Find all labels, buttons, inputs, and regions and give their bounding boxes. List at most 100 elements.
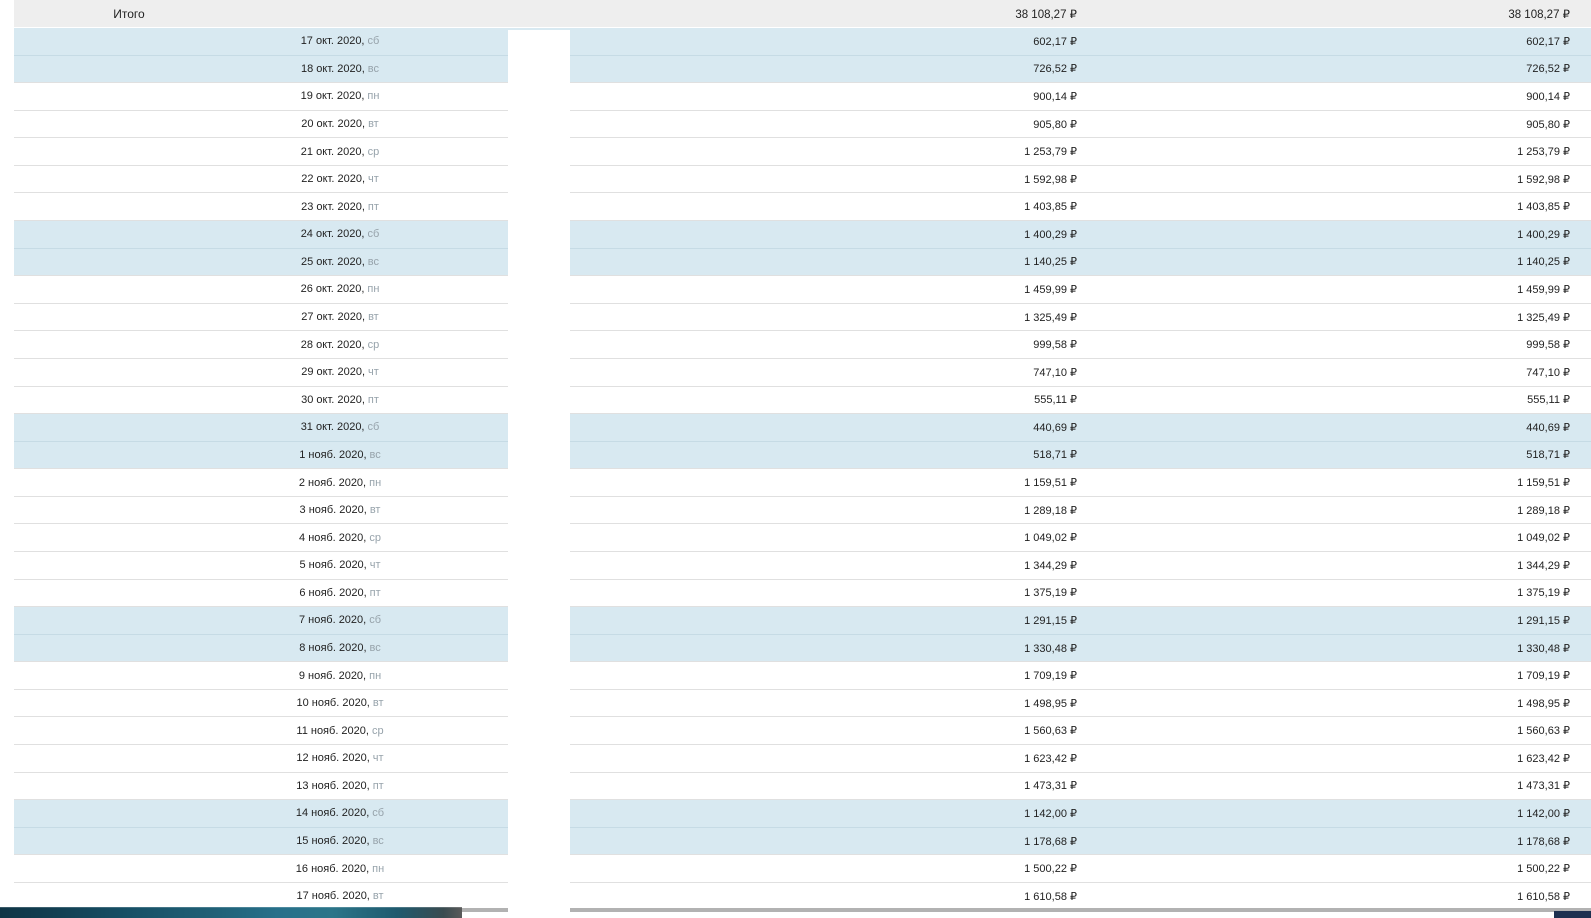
table-row: 15 нояб. 2020, вс 1 178,68 ₽ 1 178,68 ₽ [14,826,1591,855]
date-cell: 26 окт. 2020, пн [160,276,520,303]
cost-value: 1 178,68 ₽ [1024,835,1077,848]
cost-total-value: 1 178,68 ₽ [1517,835,1570,848]
weekday-label: вт [368,311,379,324]
weekday-label: ср [367,338,380,351]
date-cell: 5 нояб. 2020, чт [160,552,520,579]
cost-value: 1 140,25 ₽ [1024,256,1077,269]
cost-value: 1 500,22 ₽ [1024,863,1077,876]
cost-total-value: 1 498,95 ₽ [1517,697,1570,710]
date-cell: 3 нояб. 2020, вт [160,497,520,524]
desktop-wallpaper-strip [0,907,462,918]
cost-value: 999,58 ₽ [1033,339,1077,352]
cost-total-value: 747,10 ₽ [1526,366,1570,379]
cost-total-value: 440,69 ₽ [1526,421,1570,434]
table-row: 12 нояб. 2020, чт 1 623,42 ₽ 1 623,42 ₽ [14,744,1591,772]
table-row: 19 окт. 2020, пн 900,14 ₽ 900,14 ₽ [14,82,1591,110]
table-row: 9 нояб. 2020, пн 1 709,19 ₽ 1 709,19 ₽ [14,661,1591,689]
cost-value: 1 159,51 ₽ [1024,477,1077,490]
weekday-label: вс [367,62,380,75]
date-label: 22 окт. 2020, [301,173,366,186]
cost-value: 602,17 ₽ [1033,35,1077,48]
cost-total-value: 518,71 ₽ [1526,449,1570,462]
cost-value: 1 709,19 ₽ [1024,670,1077,683]
date-label: 1 нояб. 2020, [299,448,367,461]
table-row: 22 окт. 2020, чт 1 592,98 ₽ 1 592,98 ₽ [14,164,1591,193]
date-label: 18 окт. 2020, [300,62,365,75]
cost-value: 1 291,15 ₽ [1024,614,1077,627]
cost-total-value: 1 560,63 ₽ [1517,725,1570,738]
table-row: 10 нояб. 2020, вт 1 498,95 ₽ 1 498,95 ₽ [14,688,1591,717]
weekday-label: вс [367,255,380,268]
date-cell: 9 нояб. 2020, пн [160,662,520,689]
statistics-table: Итого 38 108,27 ₽ 38 108,27 ₽ 17 окт. 20… [14,0,1591,910]
date-label: 19 окт. 2020, [300,90,365,103]
cost-total-value: 1 400,29 ₽ [1517,228,1570,241]
date-cell: 4 нояб. 2020, ср [160,524,520,551]
date-cell: 14 нояб. 2020, сб [160,800,520,827]
cost-value: 440,69 ₽ [1033,421,1077,434]
cost-total-value: 1 610,58 ₽ [1517,890,1570,903]
cost-total-value: 1 473,31 ₽ [1517,780,1570,793]
cost-total-value: 1 140,25 ₽ [1517,256,1570,269]
cost-value: 905,80 ₽ [1033,118,1077,131]
date-label: 31 окт. 2020, [300,421,365,434]
totals-label: Итого [113,6,145,21]
table-row: 21 окт. 2020, ср 1 253,79 ₽ 1 253,79 ₽ [14,137,1591,165]
weekday-label: вс [369,448,381,461]
cost-value: 1 473,31 ₽ [1024,780,1077,793]
cost-total-value: 1 403,85 ₽ [1517,201,1570,214]
date-cell: 12 нояб. 2020, чт [160,745,520,772]
weekday-label: вс [369,642,381,654]
date-cell: 25 окт. 2020, вс [160,249,520,276]
date-cell: 15 нояб. 2020, вс [160,828,520,855]
weekday-label: вс [372,835,384,848]
date-cell: 24 окт. 2020, сб [160,221,520,248]
table-body: 17 окт. 2020, сб 602,17 ₽ 602,17 ₽ 18 ок… [14,27,1591,910]
horizontal-scrollbar-track[interactable] [462,908,1591,912]
date-cell: 10 нояб. 2020, вт [160,690,520,717]
cost-total-value: 1 253,79 ₽ [1517,146,1570,159]
date-label: 6 нояб. 2020, [299,586,367,599]
weekday-label: сб [369,614,382,627]
date-cell: 7 нояб. 2020, сб [160,607,520,634]
date-cell: 21 окт. 2020, ср [160,138,520,165]
cost-value: 1 459,99 ₽ [1024,283,1077,296]
totals-header-row: Итого 38 108,27 ₽ 38 108,27 ₽ [14,0,1591,27]
cost-total-value: 999,58 ₽ [1526,339,1570,352]
weekday-label: пн [369,476,382,489]
cost-value: 1 498,95 ₽ [1024,697,1077,710]
cost-value: 1 623,42 ₽ [1024,752,1077,765]
weekday-label: сб [367,421,380,434]
cost-value: 1 253,79 ₽ [1024,146,1077,159]
date-label: 3 нояб. 2020, [299,504,367,517]
cost-total-value: 1 623,42 ₽ [1517,752,1570,765]
date-cell: 28 окт. 2020, ср [160,331,520,358]
date-label: 17 окт. 2020, [300,35,365,48]
table-row: 3 нояб. 2020, вт 1 289,18 ₽ 1 289,18 ₽ [14,495,1591,524]
table-row: 24 окт. 2020, сб 1 400,29 ₽ 1 400,29 ₽ [14,220,1591,248]
date-cell: 22 окт. 2020, чт [160,166,520,193]
weekday-label: вт [368,118,379,131]
table-row: 20 окт. 2020, вт 905,80 ₽ 905,80 ₽ [14,109,1591,138]
date-label: 26 окт. 2020, [300,283,365,296]
totals-cost-value: 38 108,27 ₽ [1015,8,1077,21]
date-label: 30 окт. 2020, [301,393,365,406]
date-label: 11 нояб. 2020, [296,724,369,737]
cost-total-value: 905,80 ₽ [1526,118,1570,131]
table-row: 7 нояб. 2020, сб 1 291,15 ₽ 1 291,15 ₽ [14,606,1591,634]
cost-value: 1 289,18 ₽ [1024,504,1077,517]
cost-value: 1 142,00 ₽ [1024,807,1077,820]
cost-total-value: 1 592,98 ₽ [1517,173,1570,186]
cost-value: 726,52 ₽ [1033,63,1077,76]
table-row: 27 окт. 2020, вт 1 325,49 ₽ 1 325,49 ₽ [14,302,1591,331]
date-label: 8 нояб. 2020, [299,642,367,654]
weekday-label: ср [371,724,384,737]
date-label: 15 нояб. 2020, [296,835,370,848]
cost-total-value: 602,17 ₽ [1526,35,1570,48]
date-cell: 18 окт. 2020, вс [160,56,520,83]
weekday-label: чт [372,752,384,765]
date-label: 9 нояб. 2020, [298,669,367,682]
cost-total-value: 1 375,19 ₽ [1517,587,1570,600]
table-row: 17 окт. 2020, сб 602,17 ₽ 602,17 ₽ [14,27,1591,55]
table-row: 28 окт. 2020, ср 999,58 ₽ 999,58 ₽ [14,330,1591,358]
